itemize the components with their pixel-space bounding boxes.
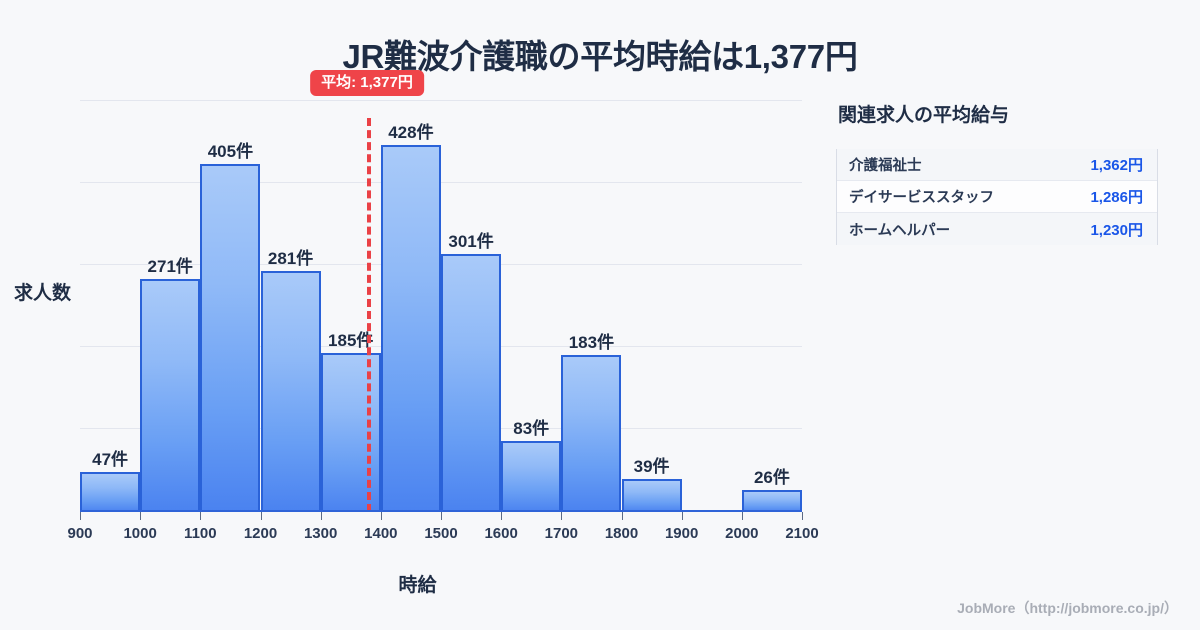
x-tick-label: 1200	[243, 525, 278, 542]
x-tick	[80, 512, 81, 520]
x-tick	[561, 512, 563, 520]
x-tick	[681, 512, 683, 520]
x-tick-label: 2000	[725, 525, 759, 542]
x-tick-label: 1300	[303, 525, 338, 542]
x-axis-baseline	[80, 510, 802, 512]
x-tick	[621, 512, 623, 520]
footer-credit: JobMore（http://jobmore.co.jp/）	[957, 600, 1178, 616]
x-tick	[501, 512, 503, 520]
x-tick	[441, 512, 442, 520]
x-tick	[200, 512, 202, 520]
related-salary-table: 介護福祉士 1,362円デイサービススタッフ 1,286円ホームヘルパー 1,230円	[836, 149, 1158, 245]
table-row: ホームヘルパー 1,230円	[837, 213, 1157, 245]
related-salary-title: 関連求人の平均給与	[838, 105, 1010, 126]
y-axis-title: 求人数	[14, 283, 72, 304]
bar: 281件	[260, 249, 321, 512]
bar-value-label: 26件	[753, 467, 790, 487]
bar-value-label: 405件	[207, 142, 254, 162]
page-title: JR難波介護職の平均時給は1,377円	[342, 38, 858, 75]
bar-value-label: 185件	[328, 331, 374, 351]
table-row: 介護福祉士 1,362円	[837, 149, 1157, 181]
bar: 405件	[200, 142, 261, 512]
bar-value-label: 183件	[568, 332, 615, 352]
x-tick	[140, 512, 142, 520]
job-salary-value: 1,230円	[1090, 221, 1143, 239]
bar: 185件	[320, 331, 381, 512]
x-tick	[260, 512, 262, 520]
gridline	[80, 100, 802, 101]
bar-value-label: 83件	[513, 418, 550, 438]
plot-area: 47件 271件 405件 281件 185件 428件 301件 83件 183件 39件 26件…	[67, 70, 819, 542]
x-tick-label: 1400	[364, 525, 398, 542]
x-tick	[802, 512, 803, 520]
bar: 301件	[441, 232, 502, 512]
table-row: デイサービススタッフ 1,286円	[837, 181, 1157, 213]
bar-value-label: 39件	[633, 456, 670, 476]
x-tick	[380, 512, 382, 520]
x-tick-label: 1600	[484, 525, 518, 542]
bar-value-label: 301件	[448, 231, 494, 251]
bar: 271件	[140, 257, 201, 512]
bar: 183件	[561, 333, 622, 512]
x-axis-title: 時給	[398, 575, 437, 596]
bar-value-label: 428件	[388, 122, 434, 142]
bar: 26件	[741, 468, 802, 512]
job-title-label: 介護福祉士	[849, 158, 922, 174]
job-title-label: デイサービススタッフ	[849, 190, 994, 206]
job-title-label: ホームヘルパー	[849, 222, 951, 239]
average-badge: 平均: 1,377円	[310, 70, 424, 96]
bar-value-label: 281件	[267, 248, 314, 268]
related-salary-panel: 関連求人の平均給与 介護福祉士 1,362円デイサービススタッフ 1,286円ホーム…	[836, 100, 1176, 245]
bar-value-label: 271件	[147, 257, 193, 277]
x-tick-label: 1900	[664, 525, 699, 542]
job-salary-value: 1,362円	[1090, 157, 1143, 174]
x-tick	[320, 512, 322, 520]
gridline	[80, 182, 802, 183]
x-tick	[741, 512, 743, 520]
histogram-chart: 求人数 47件 271件 405件 281件 185件 428件 301件 83件 183件 39…	[14, 70, 819, 596]
x-tick-label: 1800	[604, 525, 639, 542]
x-tick-label: 900	[67, 525, 93, 542]
bar: 39件	[621, 457, 682, 512]
bar-value-label: 47件	[92, 449, 129, 469]
bar: 83件	[501, 419, 562, 512]
bar: 428件	[380, 123, 441, 512]
x-tick-label: 2100	[785, 525, 819, 542]
x-tick-label: 1100	[184, 525, 217, 542]
x-tick-label: 1500	[424, 525, 458, 542]
x-tick-label: 1000	[123, 525, 157, 542]
bar: 47件	[80, 450, 141, 512]
average-line	[366, 118, 371, 512]
x-tick-label: 1700	[544, 525, 579, 542]
job-salary-value: 1,286円	[1090, 189, 1143, 206]
